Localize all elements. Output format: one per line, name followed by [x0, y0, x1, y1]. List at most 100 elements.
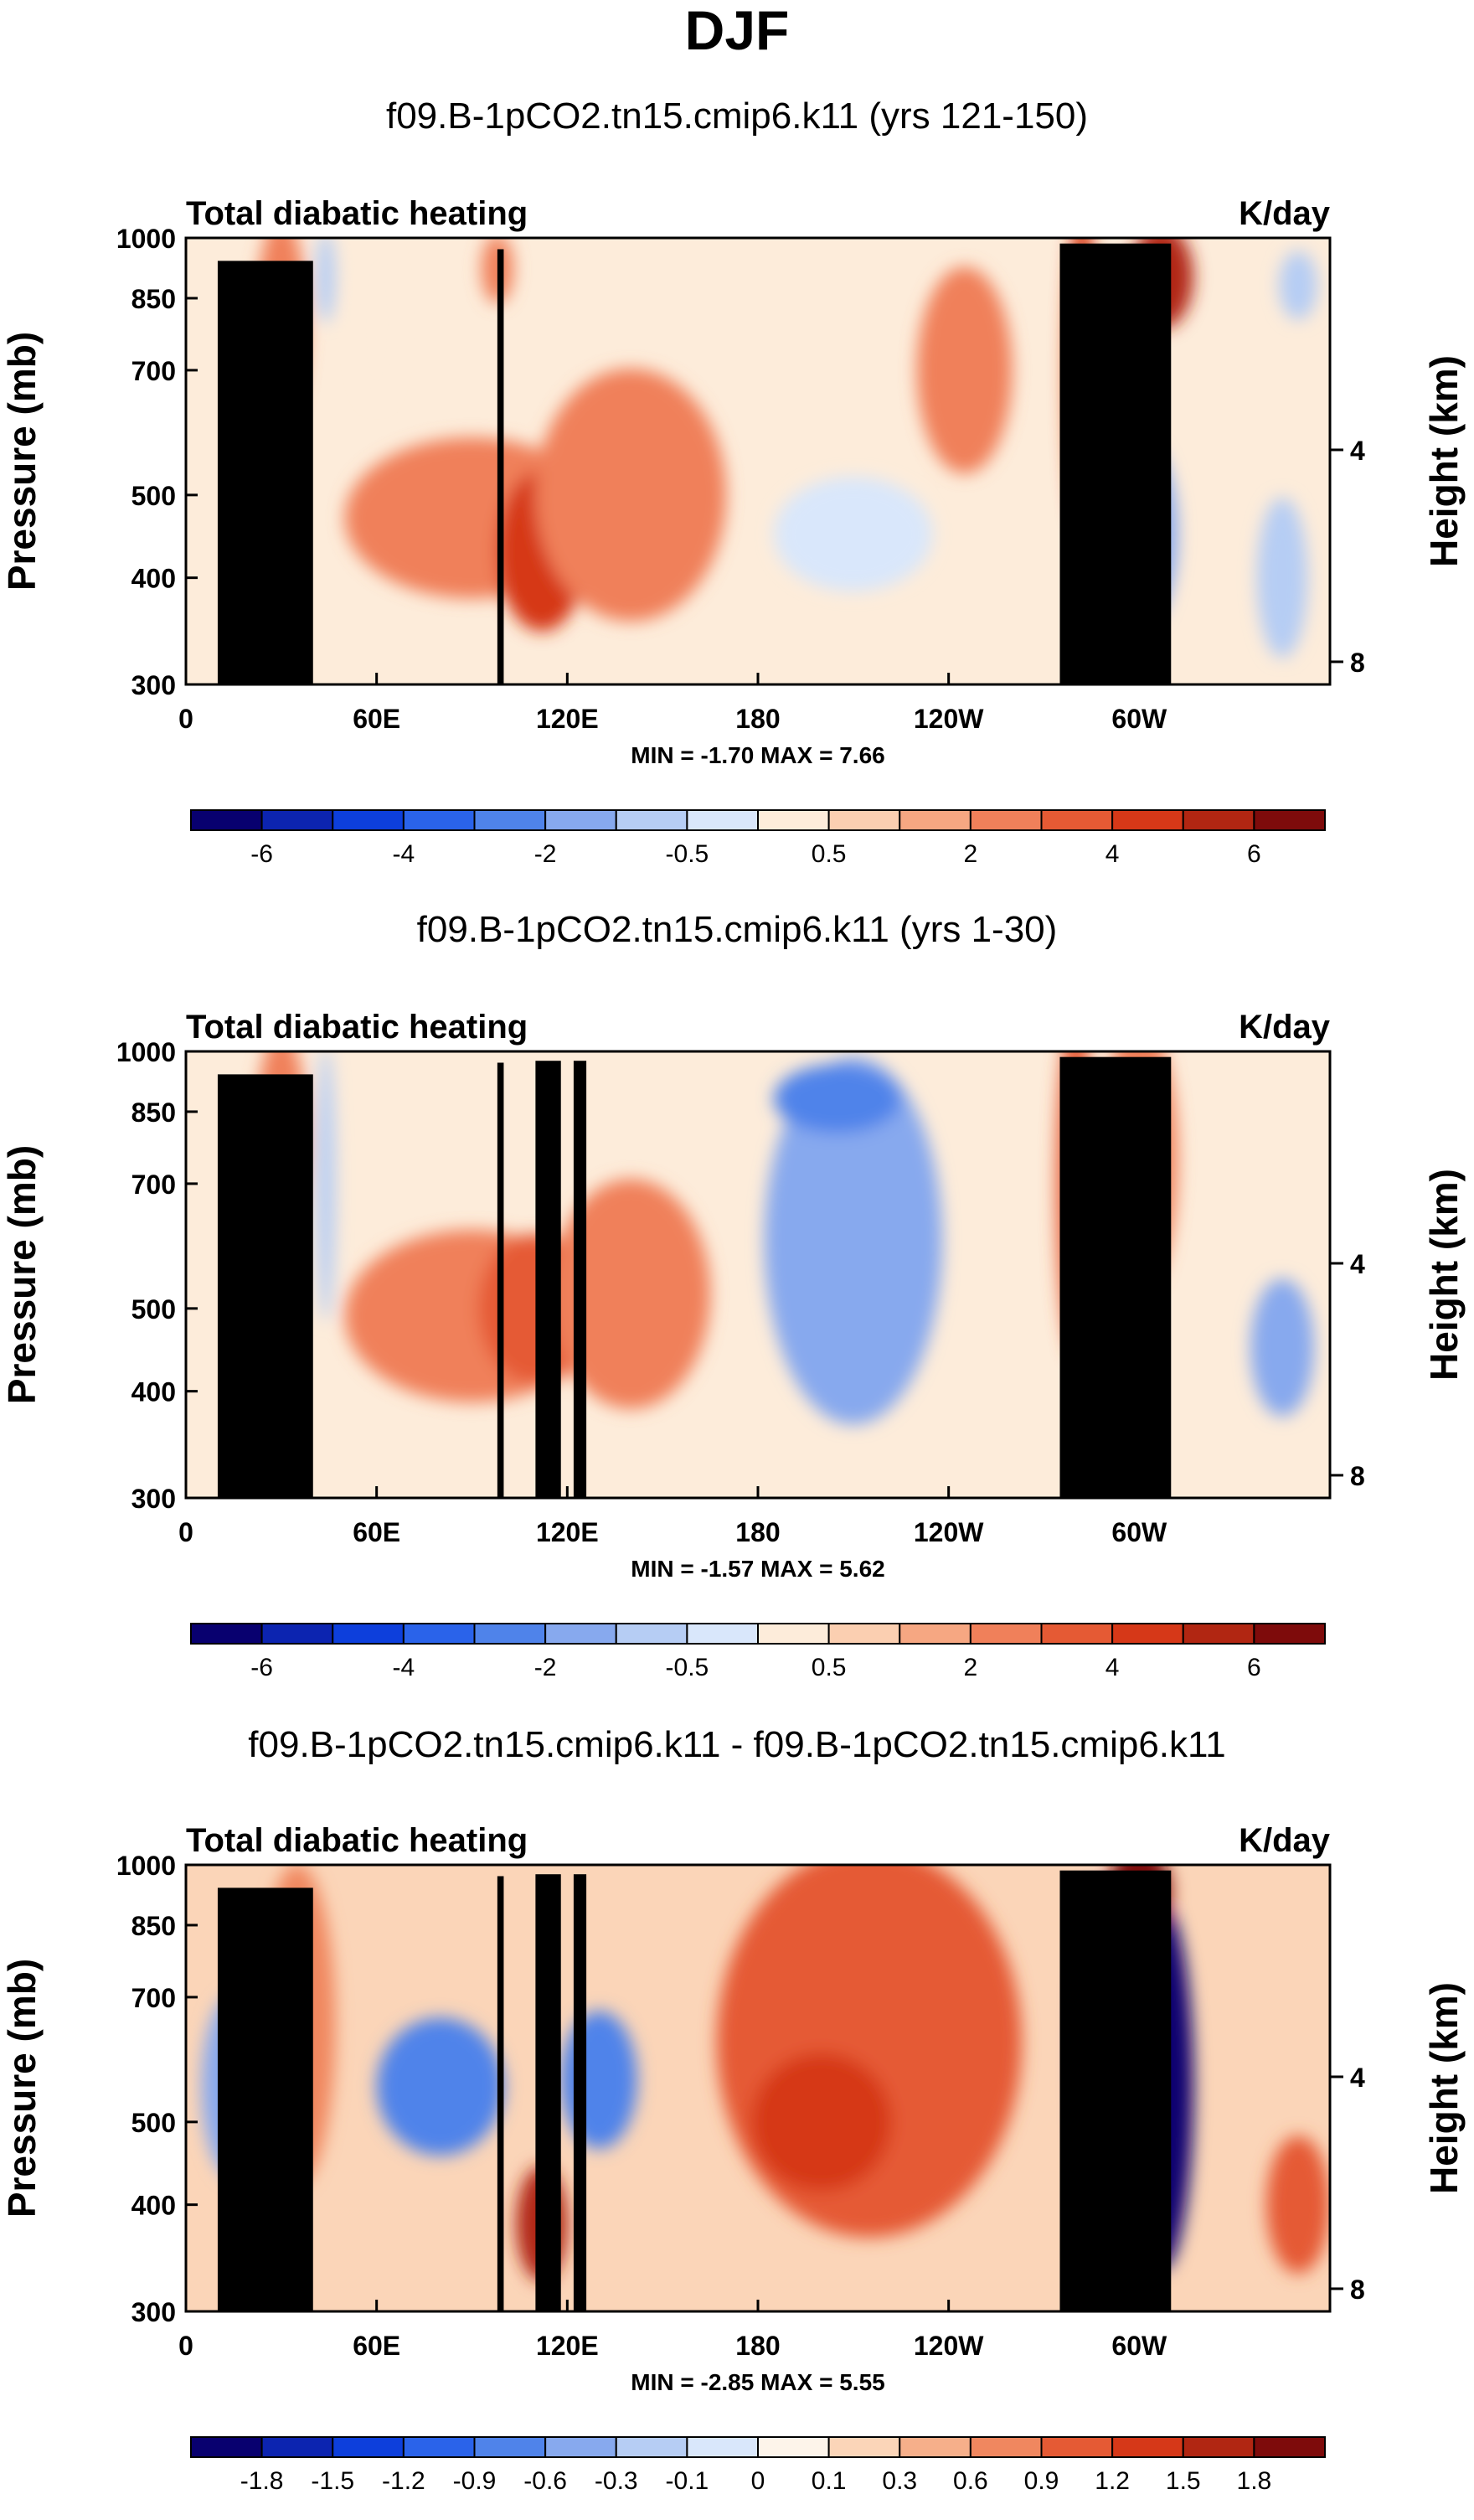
colorbar-label: -1.8: [240, 2467, 284, 2495]
topography-mask: [1059, 243, 1172, 684]
height-tick-label: 4: [1350, 1249, 1365, 1279]
colorbar-swatch: [969, 2436, 1043, 2458]
figure-title: DJF: [684, 0, 790, 61]
x-tick-label: 0: [178, 704, 193, 734]
colorbar-label: -1.5: [311, 2467, 354, 2495]
colorbar-swatch: [757, 809, 830, 831]
colorbar-swatch: [473, 809, 547, 831]
field-feature: [773, 1064, 901, 1133]
colorbar-swatch: [1111, 1623, 1184, 1645]
colorbar-swatch: [615, 2436, 688, 2458]
topography-mask: [535, 1874, 561, 2311]
field-feature: [560, 2011, 637, 2149]
colorbar-label: 0.3: [882, 2467, 917, 2495]
colorbar-label: -1.2: [382, 2467, 425, 2495]
colorbar-label: 4: [1106, 1654, 1120, 1681]
x-tick-label: 60W: [1111, 2331, 1167, 2361]
units-label: K/day: [1239, 195, 1331, 232]
height-tick-label: 4: [1350, 436, 1365, 466]
x-tick-label: 60W: [1111, 1517, 1167, 1547]
colorbar-label: -4: [393, 840, 415, 868]
colorbar-swatch: [544, 809, 617, 831]
colorbar-swatch: [1253, 809, 1326, 831]
topography-mask: [497, 249, 504, 684]
colorbar-label: 6: [1247, 840, 1261, 868]
colorbar-label: 0.5: [812, 840, 847, 868]
colorbar-swatch: [827, 809, 901, 831]
colorbar-swatch: [1253, 1623, 1326, 1645]
field-feature: [1279, 250, 1317, 320]
y-tick-label: 400: [131, 1377, 176, 1407]
colorbar-swatch: [190, 1623, 263, 1645]
x-tick-label: 60E: [353, 1517, 400, 1547]
field-feature: [1250, 1278, 1315, 1417]
x-tick-label: 0: [178, 2331, 193, 2361]
y-tick-label: 500: [131, 2108, 176, 2138]
field-feature: [551, 1179, 711, 1409]
y-tick-label: 400: [131, 2191, 176, 2221]
x-tick-label: 0: [178, 1517, 193, 1547]
field-feature: [376, 2017, 504, 2156]
topography-mask: [497, 1062, 504, 1498]
colorbar-swatch: [332, 809, 405, 831]
colorbar-label: -6: [250, 1654, 273, 1681]
colorbar-swatch: [402, 1623, 476, 1645]
colorbar-swatch: [473, 1623, 547, 1645]
height-tick-label: 4: [1350, 2063, 1365, 2093]
field-label: Total diabatic heating: [186, 1822, 528, 1859]
y-tick-label: 850: [131, 284, 176, 314]
y-tick-label: 850: [131, 1097, 176, 1128]
y-tick-label: 500: [131, 1294, 176, 1325]
panel-1-title: f09.B-1pCO2.tn15.cmip6.k11 (yrs 121-150): [385, 96, 1089, 137]
x-tick-label: 60E: [353, 2331, 400, 2361]
x-tick-label: 120W: [914, 704, 984, 734]
colorbar-swatch: [969, 1623, 1043, 1645]
y-right-axis-title: Height (km): [1422, 1169, 1466, 1381]
colorbar-swatch: [402, 809, 476, 831]
colorbar-swatch: [899, 2436, 972, 2458]
colorbar-swatch: [827, 1623, 901, 1645]
field-feature: [1256, 497, 1308, 658]
height-tick-label: 8: [1350, 2275, 1365, 2305]
colorbar-label: 1.2: [1095, 2467, 1130, 2495]
topography-mask: [497, 1876, 504, 2311]
x-tick-label: 60W: [1111, 704, 1167, 734]
y-right-axis-title: Height (km): [1422, 1982, 1466, 2194]
colorbar-label: -2: [534, 840, 557, 868]
units-label: K/day: [1239, 1009, 1331, 1046]
colorbar-label: -0.6: [523, 2467, 567, 2495]
colorbar-label: 6: [1247, 1654, 1261, 1681]
x-tick-label: 120E: [536, 1517, 599, 1547]
y-tick-label: 700: [131, 1170, 176, 1200]
y-tick-label: 700: [131, 356, 176, 386]
colorbar-swatch: [899, 809, 972, 831]
colorbar-swatch: [615, 1623, 688, 1645]
y-tick-label: 300: [131, 670, 176, 700]
y-axis-title: Pressure (mb): [0, 1959, 44, 2218]
colorbar-swatch: [686, 1623, 759, 1645]
colorbar-swatch: [190, 809, 263, 831]
colorbar-label: -0.5: [666, 1654, 709, 1681]
panel-2-chart: Total diabatic heating K/day 300 400 500 700 8…: [0, 1009, 1466, 1681]
colorbar-label: -2: [534, 1654, 557, 1681]
field-feature: [916, 266, 1013, 474]
panel-1-chart: Total diabatic heating K/day 300 400 500 700 8…: [0, 195, 1466, 868]
x-tick-label: 180: [735, 1517, 780, 1547]
y-tick-label: 1000: [116, 1851, 176, 1881]
colorbar-label: -0.1: [666, 2467, 709, 2495]
y-tick-label: 500: [131, 481, 176, 511]
x-tick-label: 120W: [914, 2331, 984, 2361]
colorbar-label: 4: [1106, 840, 1120, 868]
field-feature: [751, 2053, 892, 2192]
field-feature: [316, 1051, 336, 1322]
field-label: Total diabatic heating: [186, 195, 528, 232]
colorbar-label: 0.5: [812, 1654, 847, 1681]
colorbar-swatch: [1182, 809, 1255, 831]
x-tick-label: 120E: [536, 2331, 599, 2361]
colorbar-swatch: [757, 2436, 830, 2458]
x-tick-label: 180: [735, 2331, 780, 2361]
y-tick-label: 400: [131, 564, 176, 594]
colorbar-label: -6: [250, 840, 273, 868]
colorbar-swatch: [615, 809, 688, 831]
x-tick-label: 60E: [353, 704, 400, 734]
